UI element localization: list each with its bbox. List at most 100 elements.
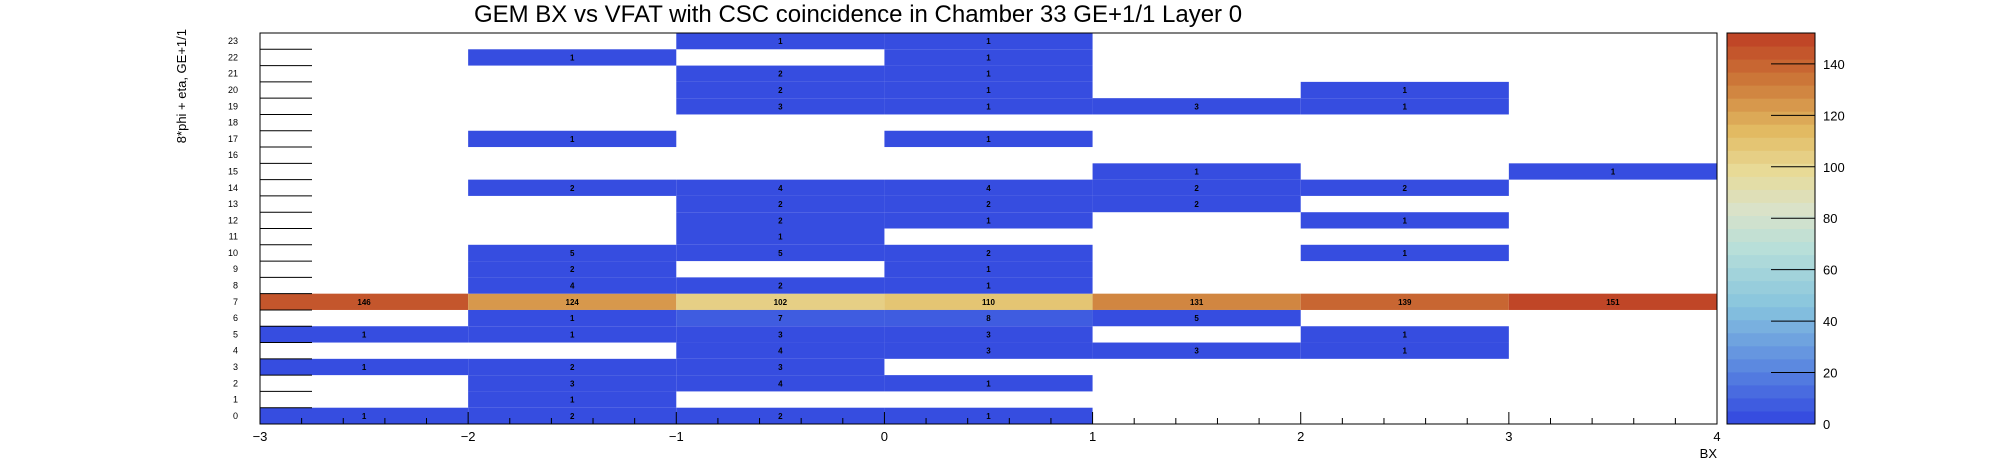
heatmap-cell: [1300, 81, 1509, 99]
cell-value-label: 146: [357, 298, 371, 307]
colorbar-tick-label: 0: [1823, 417, 1830, 432]
cell-value-label: 2: [570, 363, 575, 372]
y-tick-label: 1: [233, 395, 238, 405]
heatmap-cell: [468, 309, 677, 327]
y-tick-label: 21: [228, 69, 238, 79]
colorbar-band: [1727, 293, 1815, 308]
cell-value-label: 1: [1611, 167, 1616, 176]
cell-value-label: 4: [986, 184, 991, 193]
cell-value-label: 3: [778, 102, 783, 111]
cell-value-label: 3: [986, 347, 991, 356]
heatmap-cell: [676, 179, 885, 196]
cell-value-label: 1: [986, 102, 991, 111]
cell-value-label: 4: [778, 184, 783, 193]
y-tick-label: 6: [233, 313, 238, 323]
cell-value-label: 102: [774, 298, 788, 307]
colorbar-band: [1727, 332, 1815, 347]
colorbar-band: [1727, 59, 1815, 73]
cell-value-label: 2: [570, 184, 575, 193]
x-tick-label: −3: [253, 429, 268, 444]
cell-value-label: 1: [986, 265, 991, 274]
y-tick-label: 13: [228, 199, 238, 209]
heatmap-cell: [676, 342, 885, 359]
x-axis-label: BX: [1700, 446, 1718, 461]
colorbar-band: [1727, 410, 1815, 425]
heatmap-cell: [676, 228, 885, 245]
cell-value-label: 139: [1398, 298, 1412, 307]
cell-value-label: 2: [986, 200, 991, 209]
heatmap-cell: [884, 212, 1093, 229]
heatmap-cell: [884, 375, 1093, 392]
cell-value-label: 5: [1194, 314, 1199, 323]
colorbar-band: [1727, 189, 1815, 203]
cell-value-label: 5: [570, 249, 575, 258]
heatmap-cell: [676, 326, 885, 343]
heatmap-cell: [1092, 195, 1301, 213]
heatmap-cell: [468, 49, 677, 66]
heatmap-cell: [468, 261, 677, 278]
cell-value-label: 1: [986, 379, 991, 388]
colorbar-band: [1727, 163, 1815, 177]
x-tick-label: 0: [881, 429, 888, 444]
heatmap-cell: [676, 375, 885, 392]
y-tick-label: 17: [228, 134, 238, 144]
heatmap-cell: [676, 244, 885, 262]
heatmap-cell: [1300, 179, 1509, 196]
cell-value-label: 1: [986, 216, 991, 225]
heatmap-cell: [260, 293, 469, 310]
cell-value-label: 8: [986, 314, 991, 323]
x-tick-label: −1: [669, 429, 684, 444]
colorbar-band: [1727, 33, 1815, 47]
cell-value-label: 1: [986, 412, 991, 421]
y-tick-label: 12: [228, 215, 238, 225]
heatmap-cell: [884, 261, 1093, 278]
y-tick-label: 3: [233, 362, 238, 372]
colorbar-band: [1727, 306, 1815, 321]
cell-value-label: 2: [778, 86, 783, 95]
heatmap-cell: [468, 326, 677, 343]
colorbar-tick-label: 80: [1823, 211, 1837, 226]
cell-value-label: 1: [986, 86, 991, 95]
cell-value-label: 1: [362, 412, 367, 421]
heatmap-cell: [676, 277, 885, 294]
heatmap-cell: [884, 65, 1093, 82]
heatmap-cell: [676, 195, 885, 213]
cell-value-label: 2: [986, 249, 991, 258]
x-tick-label: 1: [1089, 429, 1096, 444]
cell-value-label: 1: [570, 53, 575, 62]
y-tick-label: 9: [233, 264, 238, 274]
colorbar-band: [1727, 46, 1815, 60]
heatmap-cell: [884, 49, 1093, 66]
heatmap-cell: [1300, 326, 1509, 343]
heatmap-cell: [676, 81, 885, 99]
colorbar-band: [1727, 397, 1815, 412]
cell-value-label: 2: [1194, 184, 1199, 193]
heatmap-cell: [468, 130, 677, 148]
colorbar-band: [1727, 98, 1815, 112]
cell-value-label: 2: [570, 412, 575, 421]
heatmap-cell: [1092, 309, 1301, 327]
colorbar-band: [1727, 137, 1815, 151]
heatmap-cell: [468, 244, 677, 262]
cell-value-label: 1: [362, 363, 367, 372]
heatmap-cell: [1300, 98, 1509, 115]
cell-value-label: 1: [570, 314, 575, 323]
y-tick-label: 16: [228, 150, 238, 160]
heatmap-cell: [676, 358, 885, 376]
heatmap-cell: [1092, 342, 1301, 359]
cell-value-label: 1: [778, 233, 783, 242]
cell-value-label: 2: [1194, 200, 1199, 209]
cell-value-label: 1: [570, 396, 575, 405]
heatmap-cell: [884, 195, 1093, 213]
cell-value-label: 131: [1190, 298, 1204, 307]
heatmap-cell: [1300, 212, 1509, 229]
heatmap-cell: [676, 212, 885, 229]
x-tick-label: 3: [1505, 429, 1512, 444]
heatmap-cell: [468, 293, 677, 310]
cell-value-label: 1: [986, 53, 991, 62]
colorbar-tick-label: 60: [1823, 263, 1837, 278]
heatmap-cell: [1508, 293, 1717, 310]
y-tick-label: 23: [228, 36, 238, 46]
heatmap-cell: [1300, 342, 1509, 359]
cell-value-label: 4: [778, 379, 783, 388]
